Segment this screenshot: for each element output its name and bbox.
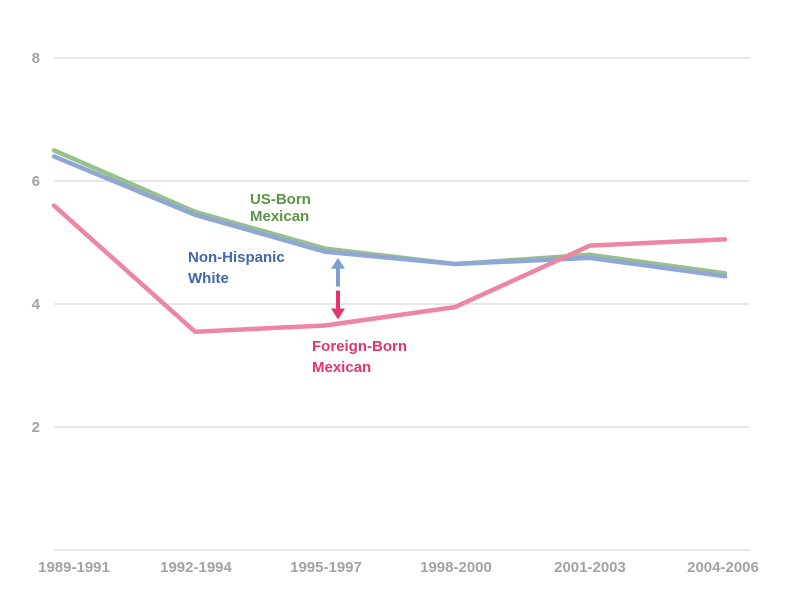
arrow-head-down: [331, 308, 345, 320]
x-tick-label: 2004-2006: [687, 559, 759, 576]
series-label-non-hispanic-white: Non-Hispanic White: [188, 249, 289, 287]
x-tick-label: 1995-1997: [290, 559, 362, 576]
series-line-3: [51, 203, 728, 334]
series-label-us-born-mexican: US-Born Mexican: [250, 191, 315, 225]
x-tick-label: 2001-2003: [554, 559, 626, 576]
x-tick-label: 1989-1991: [38, 559, 110, 576]
gap-arrow: [331, 257, 345, 320]
series-line-1: [51, 148, 728, 276]
x-axis-ticks: 1989-1991 1992-1994 1995-1997 1998-2000 2001…: [38, 559, 759, 576]
y-tick-label: 2: [32, 419, 40, 436]
series-line-2: [51, 154, 728, 279]
x-tick-label: 1998-2000: [420, 559, 492, 576]
y-tick-label: 6: [32, 173, 40, 190]
gridlines: [54, 57, 750, 551]
series-label-foreign-born-mexican: Foreign-Born Mexican: [312, 338, 411, 376]
x-tick-label: 1992-1994: [160, 559, 232, 576]
y-tick-label: 4: [32, 296, 41, 313]
series-lines: [51, 148, 728, 334]
arrow-head-up: [331, 257, 345, 269]
y-tick-label: 8: [32, 50, 40, 67]
y-axis-ticks: 2 4 6 8: [32, 50, 41, 436]
